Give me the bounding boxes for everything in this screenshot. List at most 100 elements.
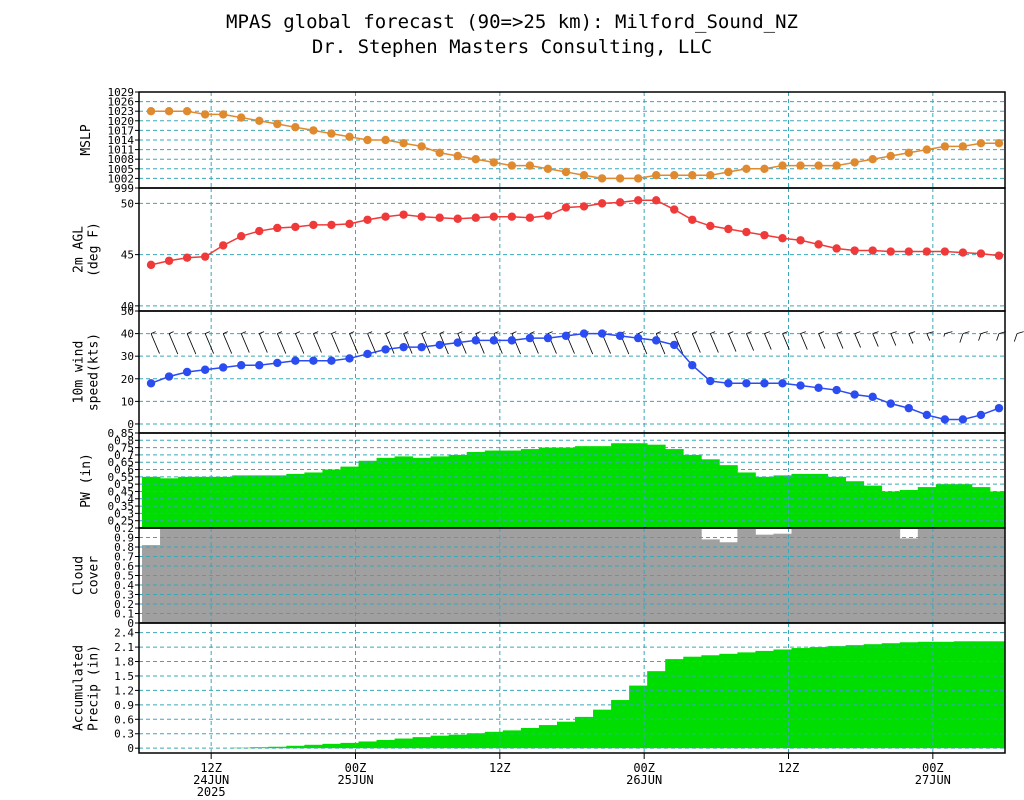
- wind-barb: [764, 333, 772, 350]
- data-point: [561, 167, 571, 177]
- wind-barb: [457, 333, 467, 354]
- wind-barb: [959, 333, 964, 343]
- data-point: [886, 151, 895, 161]
- wind-barb-flag: [926, 331, 934, 334]
- data-point: [922, 247, 932, 256]
- data-point: [742, 379, 751, 388]
- x-tick-label: 2025: [197, 785, 226, 799]
- data-point: [868, 392, 877, 402]
- wind-barb: [403, 333, 413, 354]
- data-point: [255, 226, 264, 236]
- panel-cloud: 00.10.20.30.40.50.60.70.80.9 Cloud cover: [72, 527, 1006, 630]
- bar: [665, 659, 684, 749]
- bar: [701, 655, 720, 749]
- wind-barb-flag: [836, 331, 843, 334]
- data-point: [309, 126, 318, 135]
- y-axis-label: Accumulated: [72, 645, 87, 731]
- chart-title: MPAS global forecast (90=>25 km): Milfor…: [0, 10, 1024, 60]
- wind-barb-flag: [872, 331, 879, 334]
- wind-barb-flag: [421, 331, 427, 334]
- x-tick-label: 12Z: [489, 761, 511, 775]
- y-tick-label: 1026: [108, 96, 135, 109]
- bar: [520, 449, 540, 528]
- bar: [430, 735, 450, 749]
- data-point: [489, 158, 499, 167]
- data-point: [940, 142, 950, 151]
- bar: [214, 476, 233, 528]
- bar: [719, 542, 738, 623]
- bar: [701, 539, 720, 623]
- data-point: [958, 415, 968, 424]
- bar: [971, 641, 991, 749]
- wind-barb: [276, 333, 287, 354]
- data-point: [435, 340, 444, 350]
- bar: [466, 733, 486, 749]
- y-tick-label: 20: [121, 373, 134, 386]
- data-point: [543, 211, 553, 220]
- bar: [989, 491, 1006, 528]
- bar: [376, 740, 395, 749]
- data-point: [435, 148, 444, 157]
- bar: [827, 528, 847, 623]
- data-point: [633, 196, 643, 205]
- data-point: [760, 164, 769, 173]
- wind-barb: [186, 333, 197, 355]
- y-tick-label: 1.5: [114, 670, 134, 683]
- data-point: [688, 215, 697, 224]
- bar: [863, 528, 883, 623]
- data-point: [579, 202, 589, 211]
- y-tick-label: 0.9: [114, 532, 134, 545]
- bar: [737, 472, 756, 528]
- data-point: [814, 161, 823, 170]
- y-tick-label: 0.4: [114, 579, 134, 592]
- wind-barb-flag: [223, 331, 228, 334]
- data-point: [904, 403, 913, 413]
- data-point: [218, 241, 228, 250]
- wind-barb: [349, 333, 359, 354]
- y-tick-label: 30: [121, 350, 134, 363]
- bar: [430, 456, 450, 528]
- data-point: [633, 174, 643, 183]
- y-axis-label: 10m wind: [72, 341, 87, 404]
- data-point: [579, 171, 589, 180]
- data-point: [922, 145, 932, 154]
- bar: [683, 656, 702, 749]
- y-tick-label: 0.9: [114, 699, 134, 712]
- title-line-1: MPAS global forecast (90=>25 km): Milfor…: [226, 11, 798, 33]
- data-point: [796, 236, 805, 245]
- wind-barb-flag: [349, 331, 355, 334]
- bar: [394, 738, 414, 749]
- bar: [953, 641, 973, 749]
- bar: [809, 473, 828, 528]
- bar: [358, 741, 377, 749]
- data-point: [273, 358, 282, 368]
- data-point: [200, 252, 210, 261]
- data-point: [489, 336, 499, 345]
- bar: [755, 476, 774, 528]
- wind-barb-flag: [313, 331, 319, 334]
- bar: [268, 475, 287, 528]
- data-point: [778, 379, 787, 388]
- data-point: [345, 354, 354, 363]
- bar: [232, 475, 251, 528]
- y-tick-label: 0.2: [114, 522, 134, 535]
- data-point: [218, 110, 228, 119]
- bar: [322, 743, 341, 749]
- wind-barb: [836, 333, 844, 349]
- bar: [773, 475, 792, 528]
- y-tick-label: 40: [121, 328, 134, 341]
- bar: [719, 653, 738, 749]
- y-axis-label: (deg F): [87, 222, 102, 277]
- bar: [575, 446, 594, 528]
- data-point: [904, 247, 913, 256]
- y-tick-label: 10: [121, 395, 134, 408]
- data-point: [814, 383, 823, 393]
- wind-barb: [150, 333, 160, 354]
- data-point: [327, 220, 336, 230]
- data-point: [651, 196, 661, 205]
- y-axis-label: 2m AGL: [72, 226, 87, 273]
- bar: [232, 528, 251, 623]
- y-tick-label: 0.75: [108, 442, 135, 455]
- y-tick-label: 45: [121, 249, 134, 262]
- data-point: [706, 376, 715, 386]
